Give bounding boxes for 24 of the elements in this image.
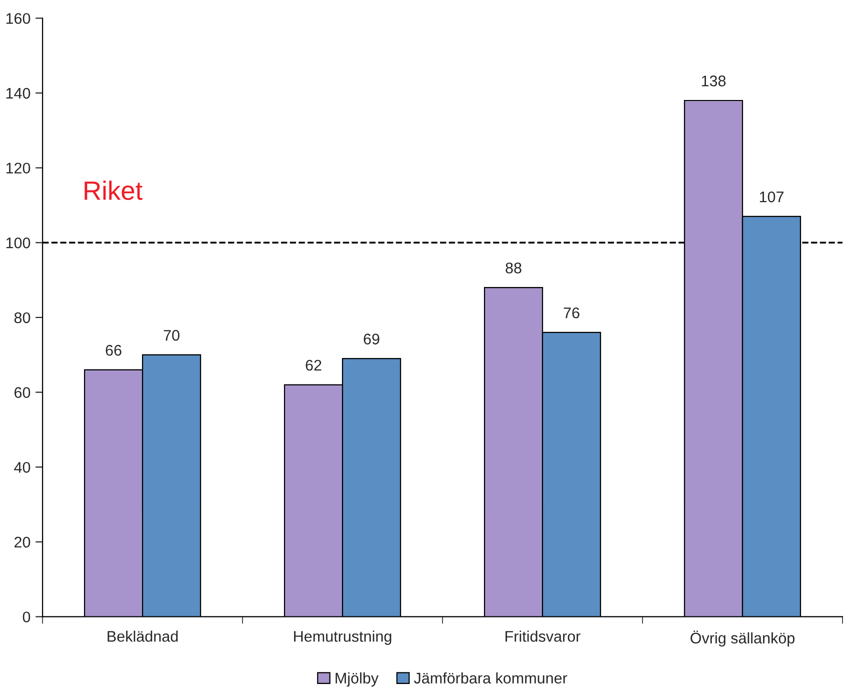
y-tick-label: 0: [22, 612, 30, 622]
y-tick-label: 80: [14, 312, 30, 324]
data-label: 107: [760, 192, 784, 202]
y-tick-label: 100: [6, 238, 30, 248]
data-label: 70: [164, 330, 180, 341]
x-tick-label: Övrig sällanköp: [690, 630, 795, 647]
legend-label: Jämförbara kommuner: [414, 672, 568, 684]
data-label: 66: [106, 344, 122, 356]
ref-line-label: Riket: [84, 180, 142, 200]
y-tick-label: 140: [6, 88, 30, 99]
x-tick-label: Hemutrustning: [294, 630, 392, 645]
data-label: 69: [364, 334, 380, 344]
data-label: 76: [564, 307, 580, 318]
legend-label: Mjölby: [336, 672, 379, 687]
data-label: 88: [506, 262, 522, 274]
x-tick-label: Fritidsvaror: [506, 630, 580, 642]
x-tick-label: Beklädnad: [108, 630, 178, 642]
y-tick-label: 60: [14, 387, 30, 398]
y-tick-label: 20: [14, 536, 30, 548]
y-tick-label: 120: [6, 162, 30, 174]
y-tick-label: 40: [14, 462, 30, 473]
y-tick-label: 160: [6, 13, 30, 24]
data-label: 138: [702, 76, 726, 86]
data-label: 62: [306, 360, 322, 371]
